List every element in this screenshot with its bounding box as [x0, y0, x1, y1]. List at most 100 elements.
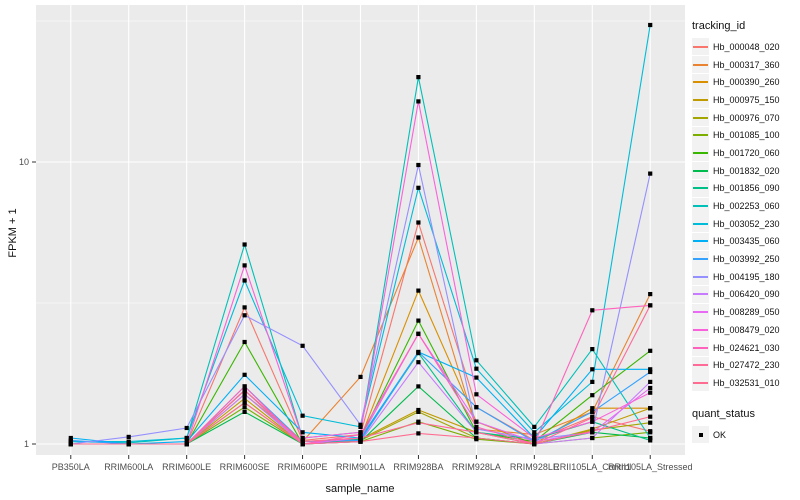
data-point — [184, 435, 189, 441]
legend-line-swatch-icon — [693, 311, 708, 314]
legend-line-swatch-icon — [693, 45, 708, 48]
data-point — [590, 415, 595, 420]
data-point — [358, 432, 363, 437]
data-point — [68, 438, 73, 443]
legend-line-swatch-icon — [693, 328, 708, 331]
legend-key-box — [692, 197, 709, 215]
legend-line-swatch-icon — [693, 222, 708, 225]
y-tick-label: 1 — [24, 439, 29, 449]
data-point — [648, 348, 653, 353]
legend-item-Hb_001720_060: Hb_001720_060 — [692, 144, 798, 162]
ok-square-marker-icon — [698, 432, 703, 437]
legend-line-swatch-icon — [693, 346, 708, 349]
legend-line-swatch-icon — [693, 205, 708, 208]
data-point — [242, 405, 247, 410]
legend-item-label: Hb_027472_230 — [713, 360, 780, 371]
data-point — [242, 388, 247, 393]
legend-item-label: Hb_000976_070 — [713, 112, 780, 123]
data-point — [590, 393, 595, 398]
x-axis-title: sample_name — [325, 483, 395, 495]
legend-line-swatch-icon — [693, 81, 708, 84]
data-point — [416, 431, 421, 436]
data-point — [68, 435, 73, 441]
legend-item-label: Hb_024621_030 — [713, 342, 780, 353]
legend-item-Hb_000317_360: Hb_000317_360 — [692, 56, 798, 74]
data-point — [242, 278, 247, 283]
legend-item-label: Hb_002253_060 — [713, 201, 780, 212]
legend-item-label: Hb_000390_260 — [713, 77, 780, 88]
legend-item-label: Hb_001085_100 — [713, 130, 780, 141]
data-point — [474, 366, 479, 371]
legend-line-swatch-icon — [693, 364, 708, 367]
legend-key-box — [692, 56, 709, 74]
data-point — [242, 400, 247, 405]
legend: tracking_id Hb_000048_020 Hb_000317_360 Hb… — [692, 20, 798, 444]
legend-key-box — [692, 179, 709, 197]
data-point — [532, 424, 537, 429]
x-tick-label: RRIM928BA — [393, 462, 443, 472]
legend-item-Hb_032531_010: Hb_032531_010 — [692, 374, 798, 392]
data-point — [590, 347, 595, 352]
x-tick-label: RRIM928LE — [510, 462, 559, 472]
legend-key-box — [692, 356, 709, 374]
data-point — [590, 435, 595, 441]
legend-item-Hb_001856_090: Hb_001856_090 — [692, 179, 798, 198]
legend-item-Hb_001085_100: Hb_001085_100 — [692, 126, 798, 144]
x-tick-label: PB350LA — [52, 462, 90, 472]
data-point — [416, 349, 421, 355]
legend-item-label: Hb_000048_020 — [713, 41, 780, 52]
data-point — [648, 379, 653, 384]
data-point — [532, 432, 537, 437]
legend-key-box — [692, 126, 709, 144]
data-point — [300, 435, 305, 441]
data-point — [300, 441, 305, 447]
legend-item-label: Hb_001856_090 — [713, 183, 780, 194]
data-point — [416, 99, 421, 104]
data-point — [474, 392, 479, 397]
data-point — [648, 390, 653, 395]
data-point — [126, 439, 131, 444]
data-point — [126, 441, 131, 447]
data-point — [126, 434, 131, 439]
x-tick-label: RRIM901LA — [336, 462, 385, 472]
legend-key-box — [692, 109, 709, 127]
legend-line-swatch-icon — [693, 98, 708, 101]
tracking-id-legend-items: Hb_000048_020 Hb_000317_360 Hb_000390_260 H… — [692, 38, 798, 392]
data-point — [532, 439, 537, 444]
data-point — [242, 339, 247, 345]
data-point — [184, 441, 189, 447]
data-point — [474, 424, 479, 429]
legend-item-label: Hb_003435_060 — [713, 236, 780, 247]
data-point — [648, 22, 653, 28]
legend-item-Hb_006420_090: Hb_006420_090 — [692, 285, 798, 304]
data-point — [184, 439, 189, 444]
data-point — [474, 435, 479, 441]
legend-line-swatch-icon — [693, 240, 708, 243]
legend-item-label: Hb_003992_250 — [713, 254, 780, 265]
legend-line-swatch-icon — [693, 134, 708, 137]
legend-line-swatch-icon — [693, 381, 708, 384]
legend-item-Hb_008289_050: Hb_008289_050 — [692, 303, 798, 321]
legend-item-Hb_002253_060: Hb_002253_060 — [692, 197, 798, 215]
data-point — [184, 425, 189, 431]
legend-key-box — [692, 250, 709, 268]
x-tick-label: RRIM600PE — [278, 462, 328, 472]
legend-item-Hb_001832_020: Hb_001832_020 — [692, 162, 798, 180]
legend-line-swatch-icon — [693, 258, 708, 261]
data-point — [648, 435, 653, 441]
data-point — [416, 220, 421, 225]
legend-item-label: Hb_008289_050 — [713, 307, 780, 318]
data-point — [300, 343, 305, 348]
legend-key-box — [692, 374, 709, 392]
data-point — [300, 439, 305, 444]
data-point — [416, 318, 421, 323]
legend-item-Hb_008479_020: Hb_008479_020 — [692, 321, 798, 339]
data-point — [532, 435, 537, 441]
legend-key-box — [692, 426, 709, 444]
data-point — [242, 313, 247, 318]
data-point — [648, 303, 653, 308]
data-point — [532, 430, 537, 435]
data-point — [242, 392, 247, 397]
data-point — [416, 409, 421, 414]
